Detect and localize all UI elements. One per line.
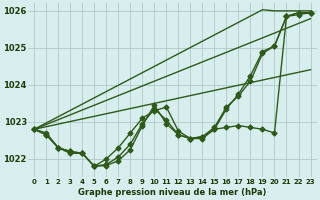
X-axis label: Graphe pression niveau de la mer (hPa): Graphe pression niveau de la mer (hPa) xyxy=(78,188,267,197)
